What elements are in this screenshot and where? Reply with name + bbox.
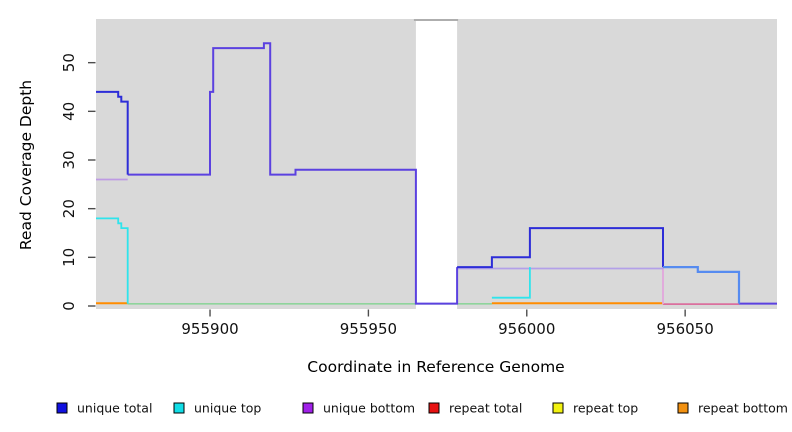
legend-item-repeat-bottom: repeat bottom [677, 401, 788, 416]
legend-swatch-unique-top [173, 402, 185, 414]
x-tick-label: 955950 [340, 320, 397, 338]
series-segment-unique-total-cornflower [663, 266, 741, 304]
legend-swatch-repeat-total [428, 402, 440, 414]
legend-item-unique-bottom: unique bottom [302, 401, 415, 416]
series-segment-unique-total-right [457, 227, 664, 269]
legend-swatch-unique-total [56, 402, 68, 414]
series-segment-unique-total-violet-blend [127, 42, 459, 305]
y-tick-label: 50 [60, 53, 78, 72]
y-axis-title: Read Coverage Depth [17, 80, 35, 250]
y-tick-label: 10 [60, 248, 78, 267]
x-tick-label: 955900 [181, 320, 238, 338]
y-tick-label: 0 [60, 301, 78, 311]
x-axis-title: Coordinate in Reference Genome [307, 358, 564, 376]
legend-swatch-repeat-bottom [677, 402, 689, 414]
y-tick-label: 40 [60, 102, 78, 121]
legend-item-unique-total: unique total [56, 401, 152, 416]
legend-swatch-repeat-top [552, 402, 564, 414]
series-segment-unique-total-left [96, 90, 129, 175]
legend-label: unique total [77, 401, 152, 416]
legend-item-repeat-total: repeat total [428, 401, 522, 416]
legend-swatch-unique-bottom [302, 402, 314, 414]
legend-label: repeat total [449, 401, 522, 416]
legend-item-unique-top: unique top [173, 401, 261, 416]
legend: unique total unique top unique bottom repea… [56, 401, 788, 416]
x-tick-label: 956000 [498, 320, 555, 338]
legend-label: unique top [194, 401, 261, 416]
series-segment-unique-top-rise [491, 267, 531, 299]
legend-label: repeat top [573, 401, 638, 416]
series-segment-unique-top-left [96, 217, 129, 304]
no-data-band [415, 21, 458, 309]
y-tick-label: 30 [60, 150, 78, 169]
legend-label: unique bottom [323, 401, 415, 416]
legend-item-repeat-top: repeat top [552, 401, 638, 416]
plot-area [96, 19, 777, 309]
y-tick-label: 20 [60, 199, 78, 218]
x-tick-label: 956050 [657, 320, 714, 338]
axes: 955900 955950 956000 956050 0 10 20 30 40 50 [60, 53, 714, 338]
legend-label: repeat bottom [698, 401, 788, 416]
